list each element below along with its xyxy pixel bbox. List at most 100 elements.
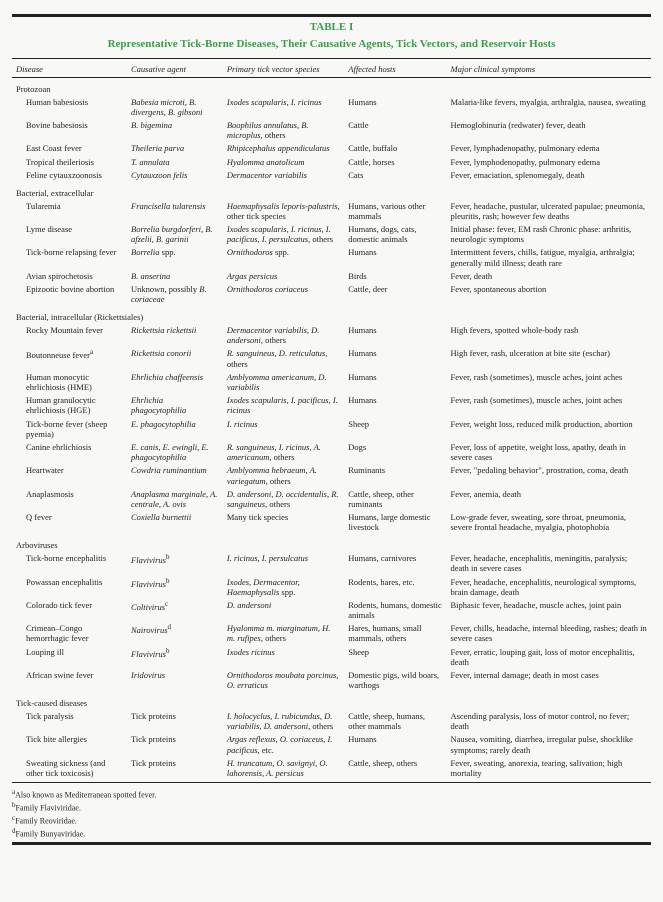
vector-cell: Boophilus annulatus, B. microplus, other… <box>223 119 344 142</box>
hosts-cell: Humans, various other mammals <box>344 199 446 222</box>
vector-cell: Dermacentor variabilis, D. andersoni, ot… <box>223 324 344 347</box>
table-row: Bovine babesiosisB. bigeminaBoophilus an… <box>12 119 651 142</box>
agent-cell: Coltivirusc <box>127 598 223 621</box>
agent-cell: B. anserina <box>127 269 223 282</box>
vector-cell: Amblyomma hebraeum, A. variegatum, other… <box>223 464 344 487</box>
table-number: TABLE I <box>12 19 651 38</box>
vector-cell: Many tick species <box>223 511 344 534</box>
table-title: Representative Tick-Borne Diseases, Thei… <box>12 38 651 56</box>
section-row: Arboviruses <box>12 534 651 552</box>
vector-cell: Ornithodoros spp. <box>223 246 344 269</box>
hosts-cell: Humans <box>344 95 446 118</box>
vector-cell: R. sanguineus, D. reticulatus, others <box>223 347 344 370</box>
disease-cell: Tick paralysis <box>12 710 127 733</box>
diseases-table: DiseaseCausative agentPrimary tick vecto… <box>12 61 651 780</box>
table-row: Tick-borne fever (sheep pyemia)E. phagoc… <box>12 417 651 440</box>
symptoms-cell: Fever, emaciation, splenomegaly, death <box>447 168 652 181</box>
hosts-cell: Cattle, sheep, other ruminants <box>344 487 446 510</box>
vector-cell: I. ricinus, I. persulcatus <box>223 552 344 575</box>
footnote: aAlso known as Mediterranean spotted fev… <box>12 788 651 801</box>
symptoms-cell: High fever, rash, ulceration at bite sit… <box>447 347 652 370</box>
disease-cell: African swine fever <box>12 669 127 692</box>
table-row: TularemiaFrancisella tularensisHaemaphys… <box>12 199 651 222</box>
agent-cell: Borrelia spp. <box>127 246 223 269</box>
vector-cell: Ixodes scapularis, I. ricinus, I. pacifi… <box>223 223 344 246</box>
hosts-cell: Humans <box>344 733 446 756</box>
vector-cell: H. truncatum, O. savignyi, O. lahorensis… <box>223 756 344 779</box>
hosts-cell: Humans <box>344 347 446 370</box>
col-header: Disease <box>12 61 127 78</box>
vector-cell: Rhipicephalus appendiculatus <box>223 142 344 155</box>
hosts-cell: Cattle <box>344 119 446 142</box>
symptoms-cell: Fever, headache, encephalitis, meningiti… <box>447 552 652 575</box>
table-row: Tropical theileriosisT. annulataHyalomma… <box>12 155 651 168</box>
symptoms-cell: Fever, loss of appetite, weight loss, ap… <box>447 440 652 463</box>
disease-cell: Boutonneuse fevera <box>12 347 127 370</box>
table-row: AnaplasmosisAnaplasma marginale, A. cent… <box>12 487 651 510</box>
table-row: Colorado tick feverColtiviruscD. anderso… <box>12 598 651 621</box>
agent-cell: B. bigemina <box>127 119 223 142</box>
agent-cell: Cytauxzoon felis <box>127 168 223 181</box>
section-row: Protozoan <box>12 77 651 95</box>
symptoms-cell: Low-grade fever, sweating, sore throat, … <box>447 511 652 534</box>
agent-cell: Theileria parva <box>127 142 223 155</box>
hosts-cell: Humans <box>344 394 446 417</box>
col-header: Affected hosts <box>344 61 446 78</box>
section-row: Tick-caused diseases <box>12 692 651 710</box>
agent-cell: Flavivirusb <box>127 575 223 598</box>
agent-cell: Unknown, possibly B. coriaceae <box>127 283 223 306</box>
section-name: Arboviruses <box>12 534 651 552</box>
hosts-cell: Dogs <box>344 440 446 463</box>
disease-cell: Sweating sickness (and other tick toxico… <box>12 756 127 779</box>
hosts-cell: Humans, large domestic livestock <box>344 511 446 534</box>
agent-cell: Coxiella burnettii <box>127 511 223 534</box>
hosts-cell: Humans, dogs, cats, domestic animals <box>344 223 446 246</box>
table-row: Crimean–Congo hemorrhagic feverNairoviru… <box>12 622 651 645</box>
vector-cell: D. andersoni <box>223 598 344 621</box>
disease-cell: Louping ill <box>12 645 127 668</box>
symptoms-cell: Malaria-like fevers, myalgia, arthralgia… <box>447 95 652 118</box>
vector-cell: Ornithodoros moubata porcinus, O. errati… <box>223 669 344 692</box>
hosts-cell: Humans <box>344 246 446 269</box>
hosts-cell: Cats <box>344 168 446 181</box>
disease-cell: Anaplasmosis <box>12 487 127 510</box>
vector-cell: Argas reflexus, O. coriaceus, I. pacific… <box>223 733 344 756</box>
hosts-cell: Cattle, horses <box>344 155 446 168</box>
hosts-cell: Cattle, deer <box>344 283 446 306</box>
symptoms-cell: Biphasic fever, headache, muscle aches, … <box>447 598 652 621</box>
symptoms-cell: Fever, sweating, anorexia, tearing, sali… <box>447 756 652 779</box>
footnote: cFamily Reoviridae. <box>12 814 651 827</box>
hosts-cell: Sheep <box>344 417 446 440</box>
agent-cell: Tick proteins <box>127 710 223 733</box>
symptoms-cell: Fever, anemia, death <box>447 487 652 510</box>
disease-cell: Tick bite allergies <box>12 733 127 756</box>
disease-cell: East Coast fever <box>12 142 127 155</box>
hosts-cell: Ruminants <box>344 464 446 487</box>
table-row: Powassan encephalitisFlavivirusbIxodes, … <box>12 575 651 598</box>
section-name: Protozoan <box>12 77 651 95</box>
disease-cell: Colorado tick fever <box>12 598 127 621</box>
agent-cell: E. phagocytophilia <box>127 417 223 440</box>
table-row: East Coast feverTheileria parvaRhipiceph… <box>12 142 651 155</box>
symptoms-cell: Fever, death <box>447 269 652 282</box>
table-row: Feline cytauxzoonosisCytauxzoon felisDer… <box>12 168 651 181</box>
symptoms-cell: Fever, internal damage; death in most ca… <box>447 669 652 692</box>
disease-cell: Avian spirochetosis <box>12 269 127 282</box>
table-row: Tick-borne encephalitisFlavivirusbI. ric… <box>12 552 651 575</box>
hosts-cell: Birds <box>344 269 446 282</box>
section-row: Bacterial, extracellular <box>12 182 651 200</box>
agent-cell: T. annulata <box>127 155 223 168</box>
hosts-cell: Cattle, buffalo <box>344 142 446 155</box>
disease-cell: Tropical theileriosis <box>12 155 127 168</box>
hosts-cell: Humans <box>344 370 446 393</box>
footnotes: aAlso known as Mediterranean spotted fev… <box>12 785 651 840</box>
disease-cell: Human monocytic ehrlichiosis (HME) <box>12 370 127 393</box>
col-header: Major clinical symptoms <box>447 61 652 78</box>
agent-cell: Cowdria ruminantium <box>127 464 223 487</box>
table-row: Rocky Mountain feverRickettsia rickettsi… <box>12 324 651 347</box>
disease-cell: Tularemia <box>12 199 127 222</box>
agent-cell: Tick proteins <box>127 733 223 756</box>
vector-cell: Ixodes, Dermacentor, Haemaphysalis spp. <box>223 575 344 598</box>
vector-cell: I. holocyclus, I. rubicundus, D. variabi… <box>223 710 344 733</box>
symptoms-cell: Fever, "pedaling behavior", prostration,… <box>447 464 652 487</box>
